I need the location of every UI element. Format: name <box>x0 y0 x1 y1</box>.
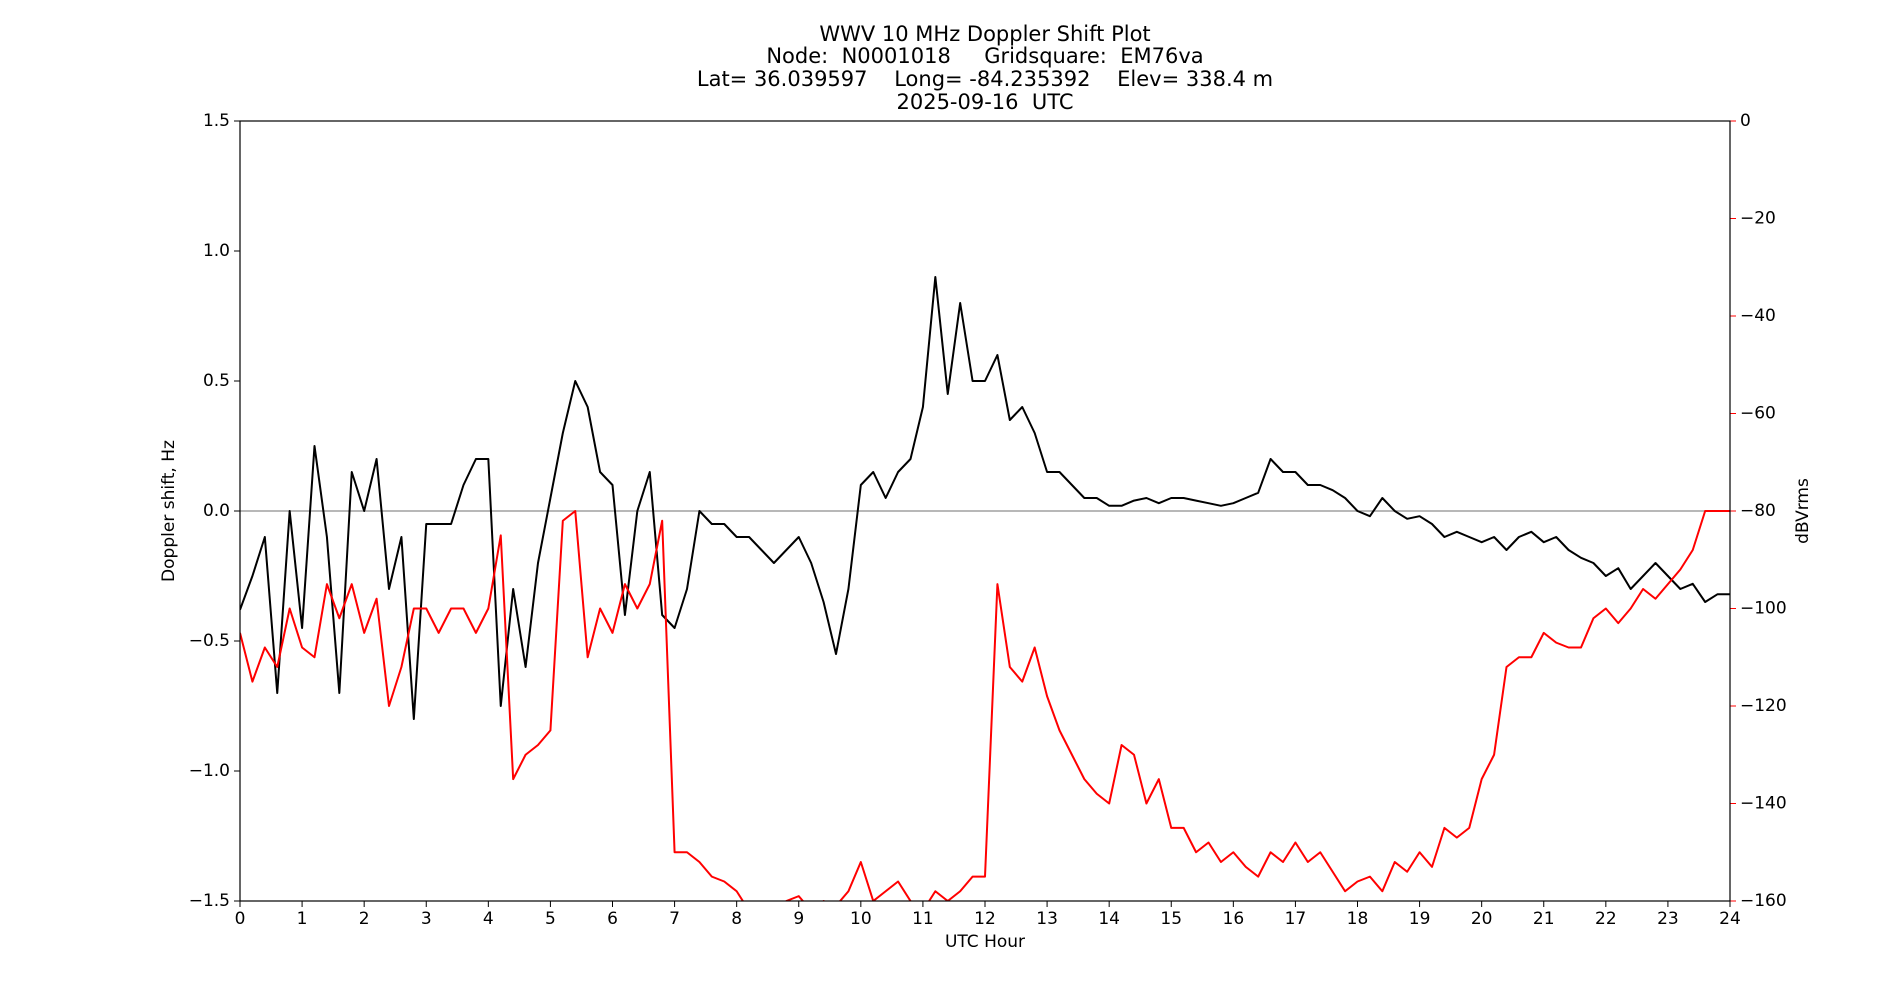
x-tick-label: 16 <box>1223 909 1245 929</box>
x-tick-label: 20 <box>1471 909 1493 929</box>
x-axis-label: UTC Hour <box>945 932 1025 952</box>
x-tick-label: 15 <box>1160 909 1182 929</box>
y2-tick-label: −40 <box>1740 306 1776 326</box>
x-tick-label: 9 <box>793 909 804 929</box>
x-tick-label: 5 <box>545 909 556 929</box>
y2-tick-label: −140 <box>1740 794 1787 814</box>
y2-tick-label: −20 <box>1740 209 1776 229</box>
y-tick-label: 1.5 <box>203 111 230 131</box>
y-tick-label: −0.5 <box>189 631 230 651</box>
x-tick-label: 17 <box>1285 909 1307 929</box>
x-tick-label: 14 <box>1098 909 1120 929</box>
x-tick-label: 10 <box>850 909 872 929</box>
y-tick-label: −1.5 <box>189 891 230 911</box>
x-tick-label: 13 <box>1036 909 1058 929</box>
chart-title: Lat= 36.039597 Long= -84.235392 Elev= 33… <box>697 67 1273 91</box>
y2-tick-label: −100 <box>1740 599 1787 619</box>
y2-tick-label: −160 <box>1740 891 1787 911</box>
x-tick-label: 8 <box>731 909 742 929</box>
x-tick-label: 0 <box>235 909 246 929</box>
y2-tick-label: −120 <box>1740 696 1787 716</box>
x-tick-label: 22 <box>1595 909 1617 929</box>
x-tick-label: 7 <box>669 909 680 929</box>
chart-title: 2025-09-16 UTC <box>896 90 1073 114</box>
chart-title: Node: N0001018 Gridsquare: EM76va <box>766 44 1203 68</box>
x-tick-label: 4 <box>483 909 494 929</box>
y-tick-label: 1.0 <box>203 241 230 261</box>
plot-area <box>240 276 1730 901</box>
y2-tick-label: −60 <box>1740 404 1776 424</box>
x-tick-label: 3 <box>421 909 432 929</box>
y2-tick-label: 0 <box>1740 111 1751 131</box>
x-tick-label: 2 <box>359 909 370 929</box>
y-tick-label: 0.5 <box>203 371 230 391</box>
y2-tick-label: −80 <box>1740 501 1776 521</box>
x-tick-label: 23 <box>1657 909 1679 929</box>
y2-axis-label: dBVrms <box>1793 478 1813 544</box>
series-line <box>240 276 1730 720</box>
x-tick-label: 19 <box>1409 909 1431 929</box>
x-tick-label: 1 <box>297 909 308 929</box>
plot-frame <box>239 120 1731 902</box>
x-tick-label: 12 <box>974 909 996 929</box>
y-tick-label: 0.0 <box>203 501 230 521</box>
x-tick-label: 24 <box>1719 909 1741 929</box>
x-tick-label: 21 <box>1533 909 1555 929</box>
series-line <box>240 510 1730 901</box>
x-tick-label: 18 <box>1347 909 1369 929</box>
x-tick-label: 6 <box>607 909 618 929</box>
y-axis-label: Doppler shift, Hz <box>159 440 179 582</box>
chart-title: WWV 10 MHz Doppler Shift Plot <box>819 22 1150 46</box>
y-tick-label: −1.0 <box>189 761 230 781</box>
x-tick-label: 11 <box>912 909 934 929</box>
